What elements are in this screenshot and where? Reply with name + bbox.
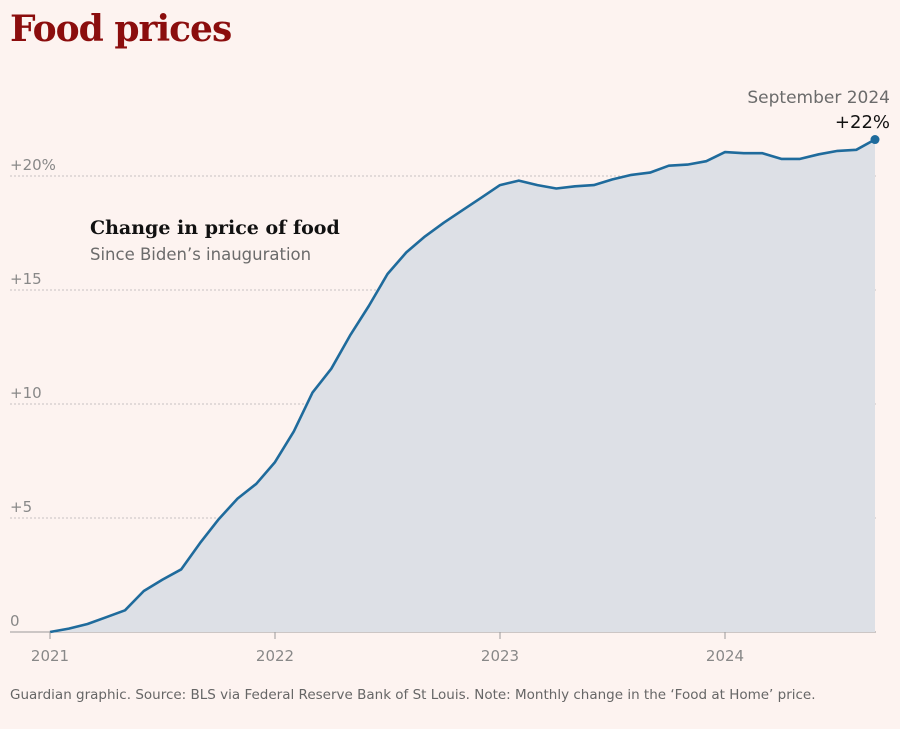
x-tick-label: 2024 (706, 647, 744, 665)
series-label: Change in price of food (90, 217, 340, 239)
annotation-value: +22% (835, 112, 890, 133)
x-tick-label: 2022 (256, 647, 294, 665)
y-axis: 0 +5 +10 +15 +20% (10, 156, 56, 630)
line-layer (49, 135, 880, 634)
end-point-marker (870, 135, 880, 145)
footer-note: Guardian graphic. Source: BLS via Federa… (10, 687, 816, 703)
area-fill (50, 139, 875, 632)
y-tick-label: 0 (10, 612, 20, 630)
x-tick-label: 2023 (481, 647, 519, 665)
y-tick-label: +10 (10, 384, 42, 402)
end-annotation: September 2024 +22% (747, 88, 890, 133)
series-line (49, 138, 876, 634)
chart-labels: Change in price of food Since Biden’s in… (90, 217, 340, 264)
x-axis: 2021 2022 2023 2024 (31, 632, 744, 665)
chart-title: Food prices (10, 8, 232, 50)
y-tick-label: +15 (10, 270, 42, 288)
annotation-date: September 2024 (747, 88, 890, 108)
area-layer (50, 139, 875, 632)
chart-subtitle: Since Biden’s inauguration (90, 245, 311, 264)
x-tick-label: 2021 (31, 647, 69, 665)
y-tick-label: +5 (10, 498, 32, 516)
y-tick-label: +20% (10, 156, 56, 174)
